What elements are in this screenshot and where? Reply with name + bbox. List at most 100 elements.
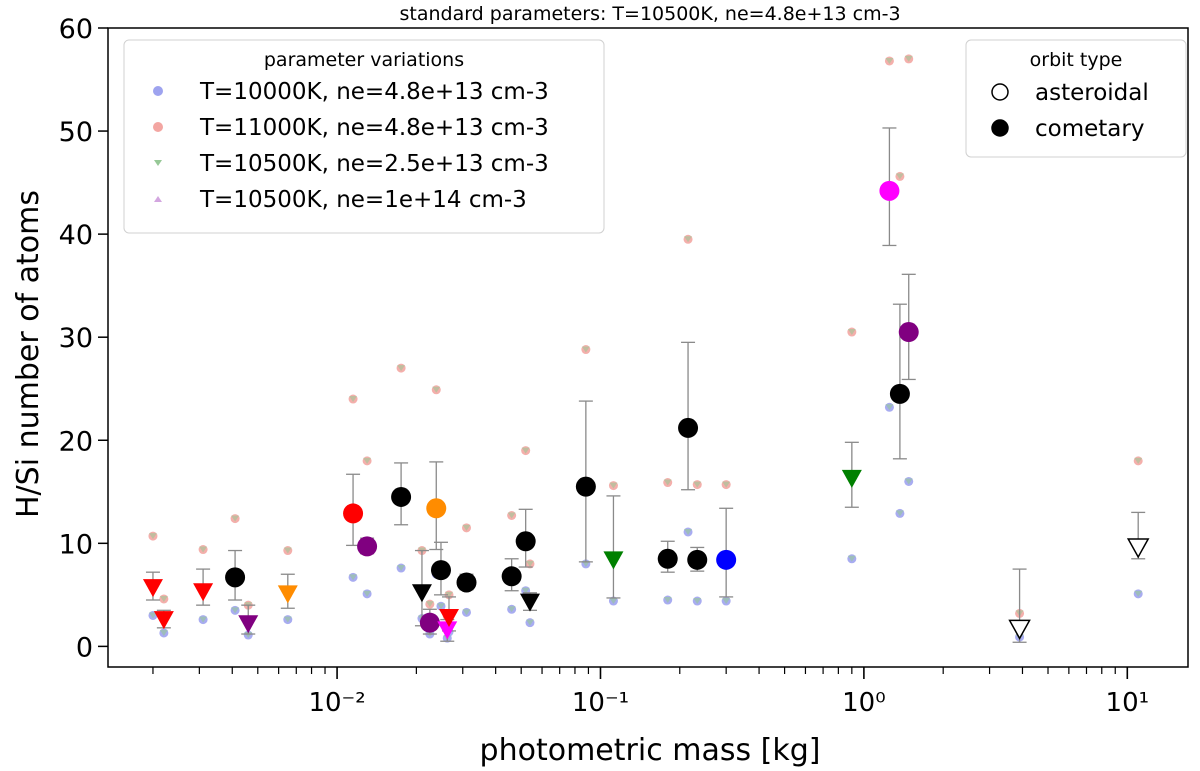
- variation-point-ne25: [609, 598, 618, 605]
- data-point-circle: [456, 572, 477, 593]
- data-point-circle: [575, 476, 596, 497]
- variation-point-ne25-hi: [609, 482, 618, 489]
- variation-point-ne25-hi: [722, 481, 731, 488]
- variation-point-ne25: [507, 606, 516, 613]
- data-point-circle: [426, 498, 447, 519]
- y-tick-label: 60: [59, 14, 93, 45]
- legend-orbit-marker: [991, 119, 1009, 137]
- data-point-circle: [898, 322, 919, 343]
- y-axis-label: H/Si number of atoms: [11, 190, 46, 518]
- variation-point-ne25: [663, 597, 672, 604]
- data-point-triangle: [411, 584, 432, 603]
- variation-point-ne25: [684, 528, 693, 535]
- variation-point-ne25-hi: [525, 560, 534, 567]
- variation-point-ne25: [521, 587, 530, 594]
- variation-point-ne25-hi: [363, 457, 372, 464]
- variation-point-ne25-hi: [885, 57, 894, 64]
- variation-point-ne25: [847, 555, 856, 562]
- variation-point-ne25-hi: [693, 481, 702, 488]
- data-point-triangle: [841, 469, 862, 488]
- variation-point-ne25-hi: [462, 524, 471, 531]
- variation-point-ne25-hi: [847, 329, 856, 336]
- data-point-circle: [501, 566, 522, 587]
- data-point-triangle: [1008, 619, 1031, 640]
- data-point-triangle: [1126, 538, 1150, 559]
- y-tick-label: 30: [59, 323, 93, 354]
- chart-title: standard parameters: T=10500K, ne=4.8e+1…: [399, 3, 900, 25]
- legend-orbit-label: cometary: [1035, 116, 1144, 142]
- variation-point-ne25-hi: [581, 346, 590, 353]
- legend-variations-title: parameter variations: [264, 49, 464, 71]
- y-tick-label: 50: [59, 117, 93, 148]
- legend-variation-marker: [153, 122, 163, 132]
- x-tick-label: 10⁻¹: [572, 688, 629, 718]
- data-point-circle: [357, 536, 378, 557]
- legend-orbit-label: asteroidal: [1035, 80, 1149, 106]
- x-tick-label: 10⁻²: [308, 688, 365, 718]
- legend-variation-marker: [154, 196, 162, 202]
- variation-point-ne25-hi: [663, 479, 672, 486]
- legend-parameter-variations: parameter variations T=10000K, ne=4.8e+1…: [123, 39, 605, 234]
- variation-point-ne25-hi: [425, 601, 434, 608]
- legend-variation-label: T=10500K, ne=1e+14 cm-3: [199, 187, 527, 213]
- legend-orbit-marker: [991, 83, 1009, 101]
- y-tick-label: 40: [59, 220, 93, 251]
- data-point-triangle: [603, 551, 624, 570]
- variation-point-ne25-hi: [199, 546, 208, 553]
- data-point-triangle: [519, 593, 540, 612]
- variation-point-ne25: [885, 404, 894, 411]
- data-point-circle: [889, 383, 910, 404]
- x-tick-label: 10⁰: [842, 688, 886, 718]
- y-tick-label: 0: [76, 632, 93, 663]
- data-point-circle: [716, 549, 737, 570]
- variation-point-ne25: [436, 603, 445, 610]
- variation-point-ne25: [349, 574, 358, 581]
- y-tick-label: 20: [59, 426, 93, 457]
- legend-variation-label: T=10500K, ne=2.5e+13 cm-3: [199, 151, 549, 177]
- variation-point-ne25-hi: [444, 591, 453, 598]
- data-point-circle: [343, 503, 364, 524]
- legend-variation-marker: [153, 86, 163, 96]
- data-point-triangle: [193, 583, 214, 602]
- data-point-triangle: [153, 611, 174, 630]
- variation-point-ne25: [693, 598, 702, 605]
- data-point-triangle: [238, 615, 259, 634]
- variation-point-ne25: [1134, 590, 1143, 597]
- variation-point-ne25: [462, 609, 471, 616]
- data-point-circle: [687, 549, 708, 570]
- data-point-circle: [225, 567, 246, 588]
- variation-point-ne25-hi: [521, 447, 530, 454]
- variation-point-ne25: [722, 598, 731, 605]
- data-point-triangle: [438, 609, 459, 628]
- data-point-circle: [879, 180, 900, 201]
- data-point-triangle: [277, 585, 298, 604]
- variation-point-ne25: [148, 612, 157, 619]
- data-point-triangle: [437, 621, 458, 640]
- variation-point-ne25: [895, 510, 904, 517]
- variation-point-ne25-hi: [507, 512, 516, 519]
- variation-point-ne25-hi: [283, 547, 292, 554]
- variation-point-ne25-hi: [684, 236, 693, 243]
- variation-point-ne25: [283, 616, 292, 623]
- legend-variation-label: T=10000K, ne=4.8e+13 cm-3: [199, 79, 549, 105]
- variation-point-ne25: [159, 629, 168, 636]
- data-point-circle: [657, 548, 678, 569]
- data-point-triangle: [142, 579, 163, 598]
- variation-point-ne25: [363, 590, 372, 597]
- variation-point-ne25-hi: [397, 365, 406, 372]
- variation-point-ne25-hi: [349, 396, 358, 403]
- x-axis-label: photometric mass [kg]: [480, 733, 821, 768]
- variation-point-ne25: [231, 607, 240, 614]
- variation-point-ne25-hi: [231, 515, 240, 522]
- variation-point-ne25: [397, 565, 406, 572]
- variation-point-ne25-hi: [432, 386, 441, 393]
- data-point-circle: [430, 560, 451, 581]
- y-tick-label: 10: [59, 529, 93, 560]
- legend-variation-label: T=11000K, ne=4.8e+13 cm-3: [199, 115, 549, 141]
- legend-orbit-title: orbit type: [1030, 49, 1123, 71]
- data-point-circle: [515, 531, 536, 552]
- data-point-circle: [419, 612, 440, 633]
- data-point-circle: [678, 417, 699, 438]
- variation-point-ne25-hi: [1134, 457, 1143, 464]
